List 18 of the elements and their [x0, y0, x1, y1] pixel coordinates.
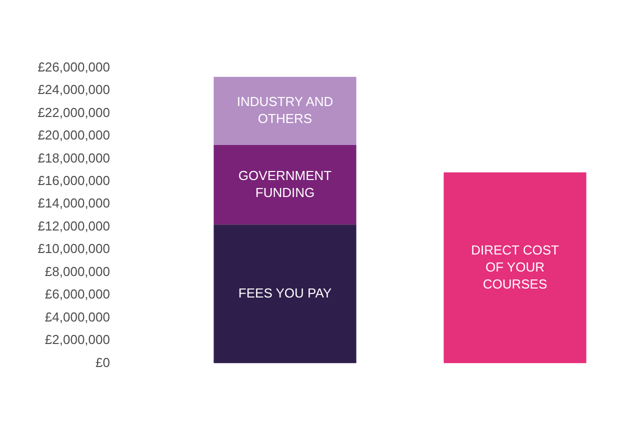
y-tick-label: £8,000,000	[44, 264, 110, 279]
y-tick-label: £0	[96, 354, 110, 370]
y-tick-label: £22,000,000	[38, 104, 110, 120]
y-tick-label: £4,000,000	[44, 309, 110, 324]
y-tick-label: £6,000,000	[44, 286, 110, 302]
series-label: GOVERNMENT FUNDING	[238, 168, 332, 200]
series-label: DIRECT COST OF YOUR COURSES	[471, 242, 559, 292]
y-tick-label: £26,000,000	[38, 59, 110, 74]
y-tick-label: £16,000,000	[38, 172, 110, 188]
y-tick-label: £10,000,000	[38, 241, 110, 256]
y-tick-label: £24,000,000	[38, 82, 110, 98]
series-label: INDUSTRY AND OTHERS	[236, 94, 334, 126]
y-tick-label: £20,000,000	[38, 128, 110, 143]
y-tick-label: £12,000,000	[38, 218, 110, 234]
y-tick-label: £2,000,000	[44, 332, 110, 348]
series-label: FEES YOU PAY	[238, 285, 332, 300]
y-tick-label: £14,000,000	[38, 196, 110, 211]
y-tick-label: £18,000,000	[38, 150, 110, 166]
